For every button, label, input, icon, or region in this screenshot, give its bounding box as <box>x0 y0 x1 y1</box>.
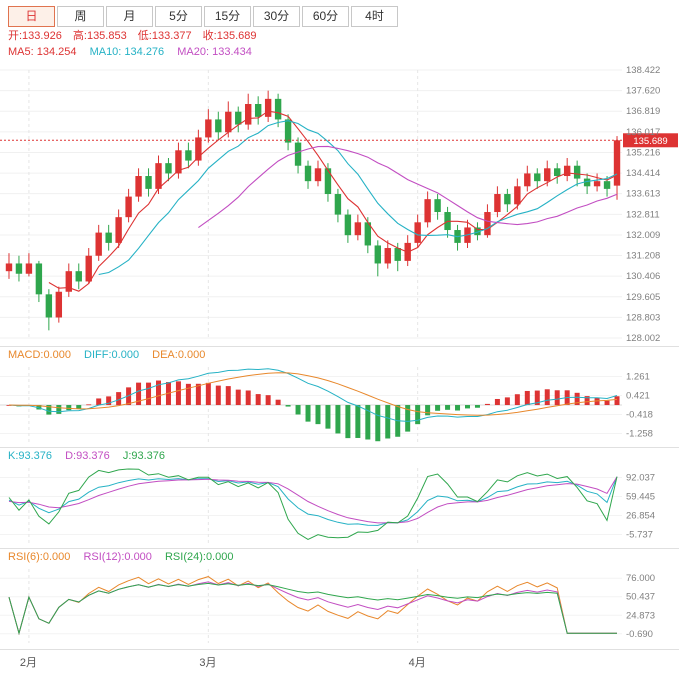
rsi6-value: RSI(6):0.000 <box>8 551 71 563</box>
svg-text:-0.690: -0.690 <box>626 629 653 640</box>
candlestick-chart[interactable]: 135.689 138.422 137.620 136.819 136.017 135.… <box>0 60 679 346</box>
svg-text:136.017: 136.017 <box>626 127 660 138</box>
kdj-lines <box>8 468 618 540</box>
tab-30min[interactable]: 30分 <box>253 6 300 27</box>
tab-week[interactable]: 周 <box>57 6 104 27</box>
svg-text:24.873: 24.873 <box>626 610 655 621</box>
rsi12-value: RSI(12):0.000 <box>83 551 152 563</box>
svg-text:138.422: 138.422 <box>626 65 660 76</box>
svg-text:132.811: 132.811 <box>626 209 660 220</box>
ma20-value: MA20: 133.434 <box>177 46 252 58</box>
svg-text:-5.737: -5.737 <box>626 530 653 541</box>
main-grid <box>0 69 622 339</box>
kdj-legend: K:93.376 D:93.376 J:93.376 <box>0 447 679 464</box>
svg-text:130.406: 130.406 <box>626 271 660 282</box>
svg-text:131.208: 131.208 <box>626 251 660 262</box>
svg-text:133.613: 133.613 <box>626 189 660 200</box>
main-y-axis: 138.422 137.620 136.819 136.017 135.216 134.4… <box>626 65 660 344</box>
ma-legend: MA5: 134.254 MA10: 134.276 MA20: 133.434 <box>0 44 679 60</box>
svg-text:128.803: 128.803 <box>626 312 660 323</box>
svg-text:59.445: 59.445 <box>626 492 655 503</box>
rsi-legend: RSI(6):0.000 RSI(12):0.000 RSI(24):0.000 <box>0 548 679 565</box>
dea-value: DEA:0.000 <box>152 349 206 361</box>
svg-text:136.819: 136.819 <box>626 106 660 117</box>
svg-text:76.000: 76.000 <box>626 573 655 584</box>
macd-chart[interactable]: 1.261 0.421 -0.418 -1.258 <box>0 363 679 447</box>
rsi-chart[interactable]: 76.000 50.437 24.873 -0.690 <box>0 565 679 649</box>
rsi-lines <box>8 576 617 636</box>
svg-text:135.689: 135.689 <box>633 136 667 147</box>
kdj-y-axis: 92.037 59.445 26.854 -5.737 <box>626 472 655 540</box>
tab-day[interactable]: 日 <box>8 6 55 27</box>
ohlc-row: 开:133.926 高:135.853 低:133.377 收:135.689 <box>0 28 679 44</box>
kdj-grid <box>0 468 622 544</box>
rsi-y-axis: 76.000 50.437 24.873 -0.690 <box>626 573 655 640</box>
svg-text:-1.258: -1.258 <box>626 428 653 439</box>
macd-value: MACD:0.000 <box>8 349 71 361</box>
svg-text:-0.418: -0.418 <box>626 409 653 420</box>
svg-text:1.261: 1.261 <box>626 372 650 383</box>
candles-layer <box>5 90 621 331</box>
x-axis: 2月 3月 4月 <box>0 649 679 673</box>
svg-text:132.009: 132.009 <box>626 230 660 241</box>
svg-text:26.854: 26.854 <box>626 511 655 522</box>
j-value: J:93.376 <box>122 450 166 462</box>
close-value: 收:135.689 <box>202 30 257 42</box>
ma10-value: MA10: 134.276 <box>89 46 165 58</box>
high-value: 高:135.853 <box>72 30 127 42</box>
d-value: D:93.376 <box>65 450 110 462</box>
svg-text:50.437: 50.437 <box>626 592 655 603</box>
x-axis-month-label: 4月 <box>408 657 426 669</box>
k-value: K:93.376 <box>8 450 53 462</box>
svg-text:129.605: 129.605 <box>626 292 660 303</box>
macd-lines <box>8 368 618 422</box>
kdj-chart[interactable]: 92.037 59.445 26.854 -5.737 <box>0 464 679 548</box>
rsi-grid <box>0 569 622 643</box>
svg-text:0.421: 0.421 <box>626 391 650 402</box>
rsi24-value: RSI(24):0.000 <box>164 551 234 563</box>
x-axis-month-label: 3月 <box>199 657 217 669</box>
low-value: 低:133.377 <box>137 30 192 42</box>
timeframe-tabbar: 日 周 月 5分 15分 30分 60分 4时 <box>0 0 679 28</box>
macd-y-axis: 1.261 0.421 -0.418 -1.258 <box>626 372 653 440</box>
svg-text:137.620: 137.620 <box>626 86 660 97</box>
tab-4hour[interactable]: 4时 <box>351 6 398 27</box>
svg-text:134.414: 134.414 <box>626 168 660 179</box>
diff-value: DIFF:0.000 <box>84 349 140 361</box>
tab-15min[interactable]: 15分 <box>204 6 251 27</box>
tab-5min[interactable]: 5分 <box>155 6 202 27</box>
tab-60min[interactable]: 60分 <box>302 6 349 27</box>
svg-text:135.216: 135.216 <box>626 147 660 158</box>
ma5-value: MA5: 134.254 <box>8 46 77 58</box>
x-axis-month-label: 2月 <box>19 657 38 669</box>
open-value: 开:133.926 <box>8 30 62 42</box>
svg-text:128.002: 128.002 <box>626 333 660 344</box>
macd-legend: MACD:0.000 DIFF:0.000 DEA:0.000 <box>0 346 679 363</box>
last-price-marker: 135.689 <box>0 133 678 148</box>
ma-lines-layer <box>48 110 618 292</box>
svg-text:92.037: 92.037 <box>626 472 655 483</box>
tab-month[interactable]: 月 <box>106 6 153 27</box>
